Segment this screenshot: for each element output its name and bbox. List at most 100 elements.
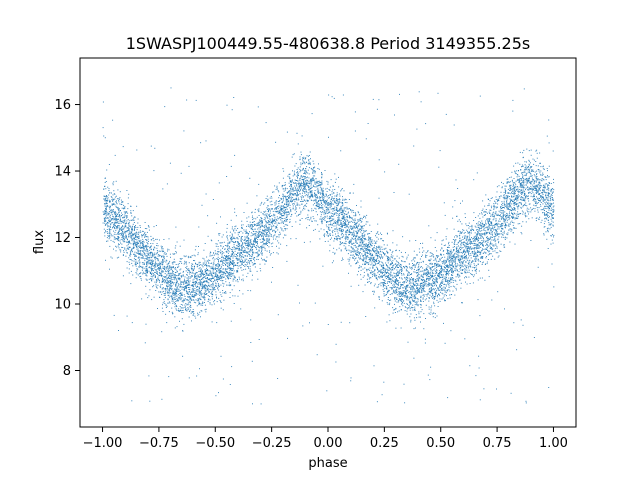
data-point [244, 230, 246, 232]
data-point [300, 188, 302, 190]
data-point [434, 305, 436, 307]
data-point [455, 270, 457, 272]
data-point [423, 279, 425, 281]
data-point [186, 261, 187, 263]
data-point [401, 274, 403, 276]
data-point [502, 210, 504, 212]
data-point [442, 278, 444, 280]
data-point [160, 275, 162, 277]
data-point [189, 276, 191, 278]
data-point [329, 186, 331, 188]
data-point [393, 275, 395, 277]
data-point [403, 282, 405, 284]
data-point [358, 244, 360, 246]
data-point [197, 312, 198, 314]
data-point [126, 236, 127, 238]
data-point [321, 207, 323, 209]
data-point [341, 210, 343, 212]
data-point [191, 295, 193, 297]
data-point [327, 195, 329, 197]
data-point [266, 233, 268, 235]
data-point [410, 278, 412, 280]
data-point [382, 257, 383, 259]
data-point [399, 264, 401, 266]
data-point [455, 247, 457, 249]
data-point [543, 234, 545, 236]
data-point [137, 251, 139, 253]
data-point [128, 272, 130, 274]
data-point [312, 160, 314, 162]
data-point [181, 318, 183, 320]
data-point [108, 206, 110, 208]
data-point [264, 216, 266, 218]
data-point [161, 331, 163, 333]
data-point [303, 207, 304, 209]
data-point [130, 233, 132, 235]
data-point [372, 242, 374, 244]
data-point [516, 215, 518, 217]
data-point [105, 220, 107, 222]
data-point [238, 248, 240, 250]
data-point [166, 292, 168, 294]
data-point [117, 245, 119, 247]
data-point [242, 260, 244, 262]
data-point [289, 177, 291, 179]
data-point [482, 252, 484, 254]
data-point [369, 224, 371, 226]
data-point [159, 265, 161, 267]
data-point [265, 261, 267, 262]
data-point [527, 169, 529, 171]
data-point [256, 270, 258, 272]
data-point [134, 227, 136, 229]
data-point [406, 267, 408, 269]
data-point [177, 294, 179, 296]
data-point [308, 210, 310, 212]
data-point [539, 195, 541, 197]
data-point [115, 245, 117, 247]
data-point [283, 196, 285, 198]
data-point [139, 230, 141, 232]
data-point [410, 287, 412, 289]
data-point [164, 288, 166, 289]
data-point [534, 205, 536, 207]
data-point [192, 281, 193, 283]
data-point [190, 305, 192, 307]
data-point [340, 224, 342, 226]
data-point [487, 205, 489, 207]
data-point [547, 227, 549, 229]
data-point [262, 239, 264, 241]
data-point [239, 252, 241, 254]
data-point [356, 248, 358, 250]
data-point [360, 249, 362, 251]
data-point [222, 260, 224, 262]
data-point [538, 184, 540, 186]
data-point [204, 269, 206, 271]
data-point [428, 225, 430, 227]
data-point [246, 202, 248, 204]
data-point [365, 247, 367, 249]
data-point [165, 253, 167, 255]
data-point [168, 376, 170, 378]
data-point [183, 299, 185, 301]
data-point [551, 191, 553, 193]
data-point [156, 247, 158, 249]
data-point [526, 207, 528, 209]
data-point [348, 245, 350, 247]
data-point [308, 155, 310, 156]
data-point [536, 185, 538, 187]
data-point [304, 183, 306, 185]
data-point [433, 298, 435, 299]
data-point [526, 205, 528, 207]
data-point [177, 285, 179, 287]
data-point [207, 269, 209, 271]
data-point [180, 172, 182, 174]
data-point [361, 240, 363, 242]
data-point [430, 292, 432, 294]
data-point [468, 242, 470, 244]
data-point [457, 250, 459, 252]
data-point [375, 258, 377, 260]
data-point [226, 258, 228, 260]
data-point [531, 169, 533, 171]
data-point [373, 240, 375, 242]
data-point [314, 220, 316, 222]
